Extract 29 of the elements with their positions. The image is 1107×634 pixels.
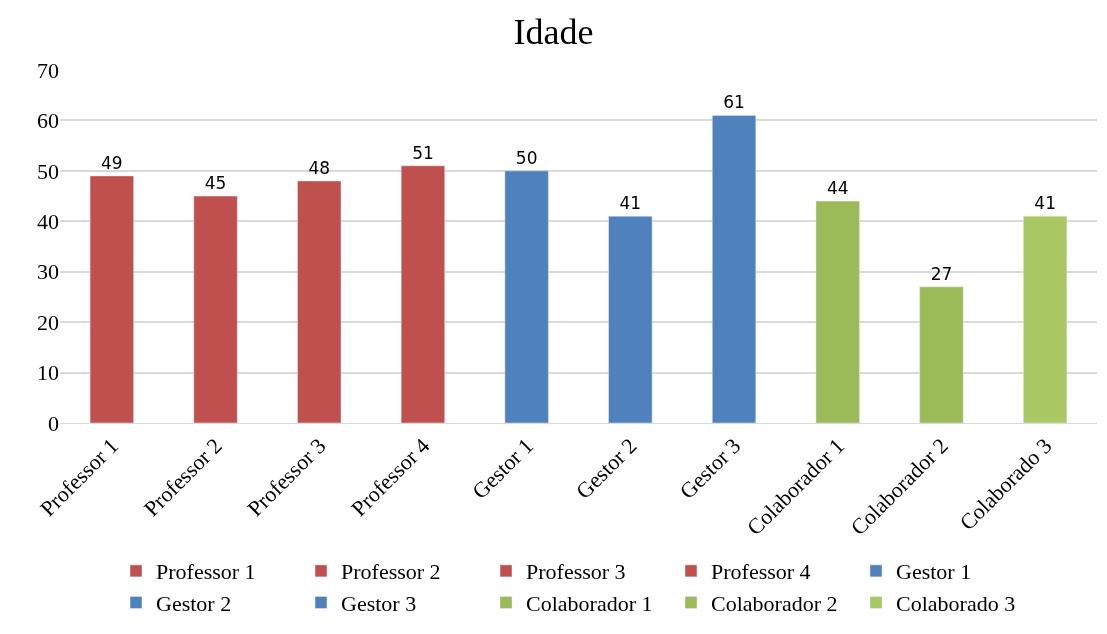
y-tick-label: 40 (37, 208, 59, 234)
legend-label: Professor 3 (526, 559, 626, 585)
legend-label: Gestor 1 (896, 559, 972, 585)
legend-label: Professor 4 (711, 559, 811, 585)
data-label: 49 (101, 152, 123, 173)
y-tick-label: 20 (37, 309, 59, 335)
data-label: 51 (412, 142, 434, 163)
y-tick-label: 60 (37, 108, 59, 134)
data-label: 41 (619, 193, 642, 214)
legend-label: Gestor 3 (341, 591, 417, 617)
data-label: 44 (826, 178, 849, 199)
chart-title: Idade (513, 12, 594, 53)
y-tick-label: 0 (48, 410, 59, 436)
legend-label: Gestor 2 (156, 591, 232, 617)
data-label: 41 (1034, 193, 1056, 214)
y-tick-label: 50 (37, 158, 59, 184)
y-tick-label: 10 (37, 360, 59, 386)
legend-label: Professor 2 (341, 559, 441, 585)
data-label: 45 (204, 173, 227, 194)
legend-label: Colaborador 2 (711, 591, 838, 617)
data-label: 48 (308, 157, 331, 178)
data-label: 50 (515, 147, 538, 168)
y-tick-label: 70 (37, 57, 59, 83)
data-label: 27 (930, 263, 953, 284)
data-label: 61 (723, 92, 745, 113)
legend-label: Colaborador 1 (526, 591, 653, 617)
legend-label: Colaborado 3 (896, 591, 1016, 617)
legend-label: Professor 1 (156, 559, 256, 585)
y-tick-label: 30 (37, 259, 59, 285)
